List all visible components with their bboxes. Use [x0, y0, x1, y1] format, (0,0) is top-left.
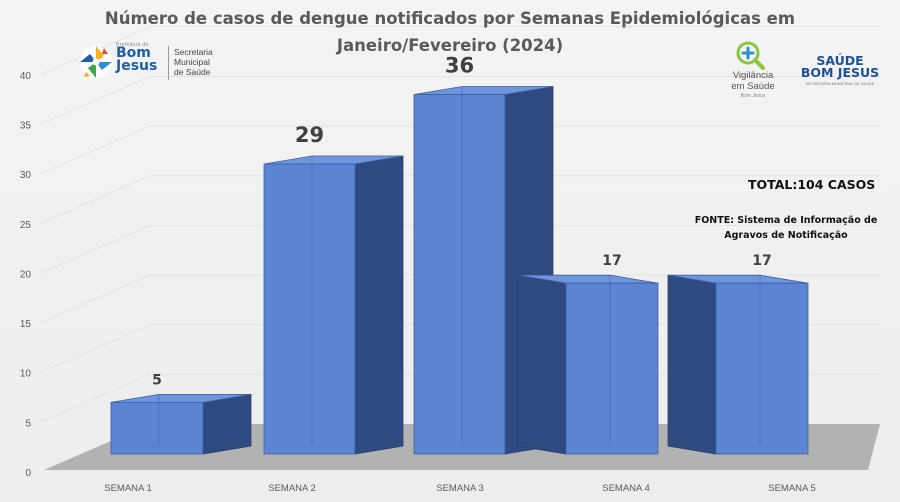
- data-labels: 5 29 36 17 17: [152, 54, 772, 389]
- bar-front-face: [263, 163, 356, 455]
- x-tick-label: SEMANA 3: [436, 483, 484, 494]
- bom-jesus-name-line-2: Jesus: [116, 58, 158, 74]
- bar-5: [667, 274, 809, 455]
- gridline: [39, 125, 880, 175]
- bar-front-face: [110, 401, 204, 455]
- vigilancia-line-1: Vigilância: [732, 70, 774, 81]
- gridlines: [39, 26, 880, 423]
- y-tick-label: 25: [20, 220, 32, 231]
- saude-logo-line-3: SECRETARIA MUNICIPAL DE SAÚDE: [805, 81, 875, 86]
- x-axis-ticks: SEMANA 1 SEMANA 2 SEMANA 3 SEMANA 4 SEMANA 5: [104, 483, 816, 494]
- bar-1: [110, 393, 252, 455]
- y-tick-label: 40: [20, 71, 32, 82]
- bar-3: [413, 86, 554, 455]
- vigilancia-logo: Vigilância em Saúde Bom Jesus: [726, 40, 780, 102]
- y-tick-label: 5: [25, 418, 31, 429]
- data-label: 36: [445, 54, 474, 78]
- secretaria-line-1: Secretaria: [174, 47, 213, 57]
- bom-jesus-emblem-icon: [80, 46, 112, 78]
- bar-4: [517, 274, 659, 455]
- y-tick-label: 30: [20, 170, 32, 181]
- y-axis-ticks: 0 5 10 15 20 25 30 35 40: [20, 71, 32, 479]
- y-tick-label: 35: [20, 120, 32, 131]
- logo-divider: [168, 46, 169, 80]
- data-label: 5: [152, 372, 162, 388]
- bar-2: [263, 155, 404, 455]
- data-label: 17: [602, 253, 621, 269]
- source-note-line-1: FONTE: Sistema de Informação de: [694, 215, 878, 226]
- x-tick-label: SEMANA 4: [602, 483, 650, 494]
- gridline: [39, 26, 880, 76]
- bar-front-face: [715, 282, 809, 455]
- bar-side-face: [517, 274, 567, 455]
- x-tick-label: SEMANA 1: [104, 483, 152, 494]
- saude-logo-line-1: SAÚDE: [816, 53, 864, 68]
- gridline: [39, 224, 880, 274]
- data-label: 17: [752, 253, 771, 269]
- bar-side-face: [667, 274, 717, 455]
- bom-jesus-prefix: Prefeitura de: [116, 42, 149, 48]
- gridline: [39, 75, 880, 125]
- secretaria-line-3: de Saúde: [174, 67, 211, 77]
- gridline: [39, 274, 880, 324]
- total-cases-label: TOTAL:104 CASOS: [748, 177, 876, 192]
- y-tick-label: 20: [20, 269, 32, 280]
- chart-title-line-1: Número de casos de dengue notificados po…: [104, 9, 796, 28]
- bar-front-face: [413, 94, 506, 455]
- source-note-line-2: Agravos de Notificação: [724, 230, 848, 241]
- chart-title-line-2: Janeiro/Fevereiro (2024): [336, 36, 564, 55]
- data-label: 29: [295, 123, 324, 147]
- y-tick-label: 15: [20, 319, 32, 330]
- bar-side-face: [354, 155, 404, 455]
- y-tick-label: 10: [20, 369, 32, 380]
- x-tick-label: SEMANA 5: [768, 483, 816, 494]
- magnifier-plus-icon: [736, 41, 765, 70]
- bom-jesus-name-line-1: Bom: [116, 45, 151, 61]
- vigilancia-line-3: Bom Jesus: [740, 93, 766, 99]
- x-tick-label: SEMANA 2: [268, 483, 316, 494]
- source-note: FONTE: Sistema de Informação de Agravos …: [686, 213, 886, 243]
- gridline: [39, 175, 880, 225]
- y-tick-label: 0: [25, 468, 31, 479]
- secretaria-line-2: Municipal: [174, 57, 210, 67]
- bom-jesus-logo: Prefeitura de Bom Jesus Secretaria Munic…: [78, 42, 228, 84]
- bar-side-face: [202, 393, 252, 455]
- bars: [110, 86, 809, 455]
- saude-bom-jesus-logo: SAÚDE BOM JESUS SECRETARIA MUNICIPAL DE …: [798, 53, 882, 86]
- secretaria-text: Secretaria Municipal de Saúde: [174, 47, 213, 77]
- saude-logo-line-2: BOM JESUS: [800, 65, 880, 80]
- bar-front-face: [565, 282, 659, 455]
- vigilancia-line-2: em Saúde: [731, 81, 775, 92]
- bom-jesus-name: Bom Jesus: [116, 45, 158, 74]
